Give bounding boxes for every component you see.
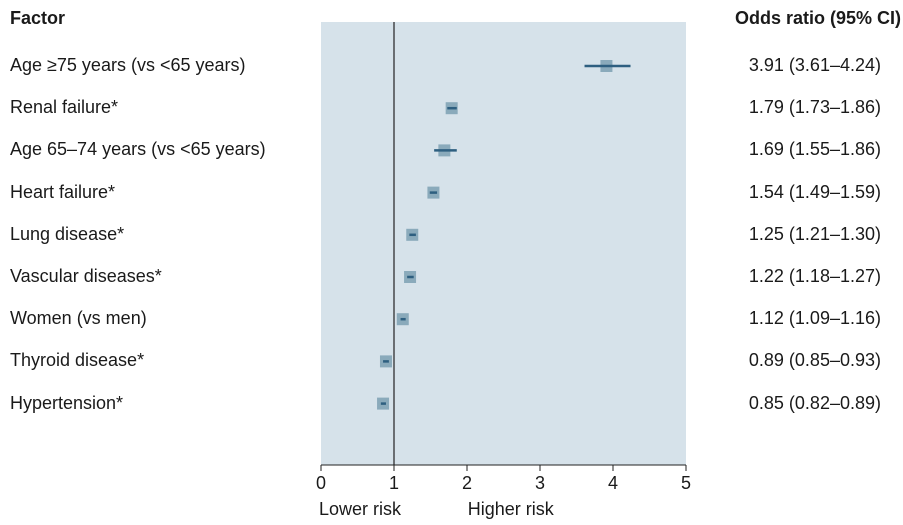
factor-column-header: Factor bbox=[10, 8, 66, 28]
factor-label: Renal failure* bbox=[10, 97, 119, 118]
x-tick-label: 2 bbox=[462, 473, 472, 493]
factor-label: Hypertension* bbox=[10, 392, 124, 413]
x-tick-label: 4 bbox=[608, 473, 618, 493]
estimate-row-mark bbox=[434, 144, 457, 157]
odds-ratio-value: 1.12 (1.09–1.16) bbox=[748, 308, 881, 329]
x-tick-label: 5 bbox=[681, 473, 691, 493]
x-tick-label: 3 bbox=[535, 473, 545, 493]
factor-label: Age 65–74 years (vs <65 years) bbox=[10, 139, 266, 160]
estimate-row-mark bbox=[377, 397, 390, 410]
odds-ratio-value: 1.54 (1.49–1.59) bbox=[748, 181, 881, 202]
odds-ratio-value: 1.69 (1.55–1.86) bbox=[748, 139, 881, 160]
x-tick-label: 1 bbox=[389, 473, 399, 493]
estimate-row-mark bbox=[445, 102, 458, 115]
estimate-row-mark bbox=[404, 271, 417, 283]
odds-ratio-value: 3.91 (3.61–4.24) bbox=[748, 55, 881, 75]
factor-label: Women (vs men) bbox=[10, 308, 147, 329]
factor-label: Vascular diseases* bbox=[10, 266, 162, 286]
odds-ratio-value: 1.22 (1.18–1.27) bbox=[748, 266, 881, 286]
odds-ratio-value: 0.89 (0.85–0.93) bbox=[748, 350, 881, 371]
factor-label: Heart failure* bbox=[10, 181, 116, 202]
estimate-row-mark bbox=[396, 313, 409, 326]
factor-label: Thyroid disease* bbox=[10, 350, 145, 371]
x-tick-label: 0 bbox=[316, 473, 326, 493]
odds-ratio-value: 0.85 (0.82–0.89) bbox=[748, 392, 881, 413]
odds-ratio-value: 1.79 (1.73–1.86) bbox=[748, 97, 881, 118]
estimate-row-mark bbox=[379, 355, 392, 368]
factor-label: Lung disease* bbox=[10, 223, 125, 244]
estimate-row-mark bbox=[427, 186, 440, 199]
plot-panel bbox=[321, 22, 686, 465]
estimate-row-mark bbox=[584, 60, 631, 72]
factor-label: Age ≥75 years (vs <65 years) bbox=[10, 55, 246, 75]
lower-risk-label: Lower risk bbox=[319, 499, 402, 519]
estimate-row-mark bbox=[406, 228, 419, 241]
odds-ratio-column-header: Odds ratio (95% CI) bbox=[734, 8, 901, 28]
higher-risk-label: Higher risk bbox=[468, 499, 555, 519]
odds-ratio-value: 1.25 (1.21–1.30) bbox=[748, 223, 881, 244]
